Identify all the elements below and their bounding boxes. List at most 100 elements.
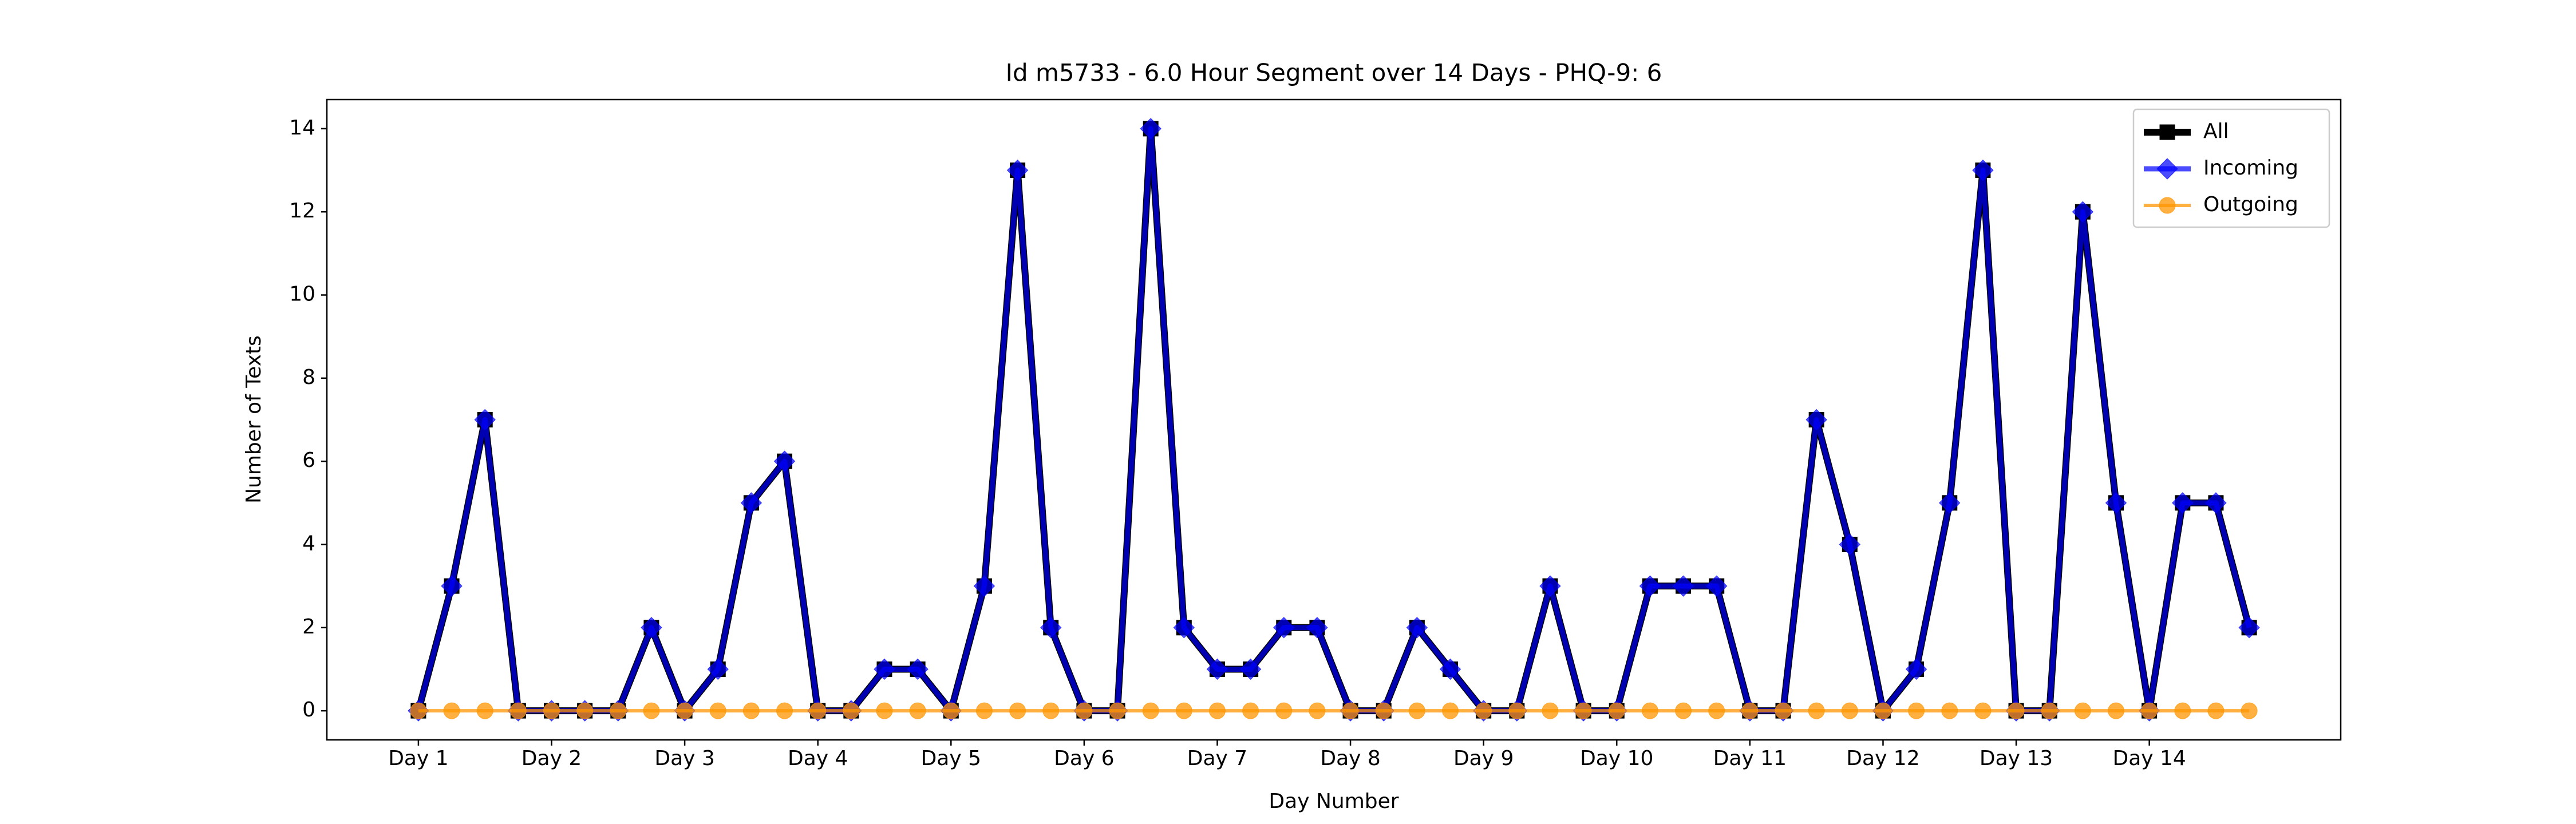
chart-title: Id m5733 - 6.0 Hour Segment over 14 Days…: [1006, 59, 1662, 87]
data-point: [576, 702, 594, 719]
data-point: [973, 575, 995, 597]
x-tick-label: Day 11: [1713, 747, 1787, 770]
data-point: [1009, 702, 1026, 719]
data-point: [1805, 409, 1827, 431]
data-point: [773, 450, 796, 472]
data-point: [2072, 201, 2094, 223]
data-point: [740, 492, 762, 514]
data-point: [509, 702, 527, 719]
data-point: [1708, 702, 1725, 719]
data-point: [1939, 492, 1961, 514]
data-point: [474, 409, 496, 431]
data-point: [1706, 575, 1728, 597]
data-point: [641, 617, 662, 639]
data-point: [1439, 658, 1461, 680]
data-point: [443, 702, 460, 719]
data-point: [1775, 702, 1792, 719]
data-point: [643, 702, 660, 719]
data-point: [1741, 702, 1759, 719]
data-point: [742, 702, 760, 719]
y-tick-label: 4: [302, 532, 315, 555]
x-tick-label: Day 5: [921, 747, 981, 770]
y-tick-label: 0: [302, 698, 315, 722]
data-point: [776, 702, 793, 719]
data-point: [1972, 159, 1994, 181]
legend-marker: [2156, 158, 2178, 180]
data-point: [476, 702, 493, 719]
data-point: [1275, 702, 1293, 719]
data-point: [843, 702, 860, 719]
data-point: [1140, 118, 1161, 140]
y-tick-label: 12: [289, 199, 315, 223]
data-point: [1508, 702, 1526, 719]
x-tick-label: Day 13: [1980, 747, 2053, 770]
plot-frame: [326, 98, 2342, 741]
data-point: [1808, 702, 1825, 719]
data-point: [610, 702, 627, 719]
data-point: [1641, 702, 1658, 719]
x-tick-label: Day 8: [1320, 747, 1380, 770]
data-point: [874, 658, 895, 680]
data-point: [942, 702, 959, 719]
data-point: [2207, 702, 2225, 719]
data-point: [709, 702, 726, 719]
data-point: [1905, 658, 1927, 680]
data-point: [1342, 702, 1359, 719]
series-line: [416, 126, 2252, 714]
x-tick-label: Day 7: [1187, 747, 1247, 770]
data-point: [1675, 702, 1692, 719]
data-point: [1575, 702, 1592, 719]
x-tick-label: Day 3: [654, 747, 714, 770]
data-point: [1076, 702, 1093, 719]
data-point: [909, 702, 926, 719]
y-tick-label: 10: [289, 283, 315, 306]
x-axis-label: Day Number: [1269, 790, 1398, 813]
legend: All Incoming Outgoing: [2132, 108, 2330, 228]
data-point: [2238, 617, 2260, 639]
data-point: [1941, 702, 1958, 719]
data-point: [1239, 658, 1262, 680]
data-point: [2205, 492, 2227, 514]
data-point: [1839, 533, 1861, 556]
data-point: [543, 702, 560, 719]
data-point: [1406, 617, 1428, 639]
x-tick-label: Day 6: [1054, 747, 1114, 770]
data-point: [2041, 702, 2058, 719]
x-tick-label: Day 12: [1846, 747, 1919, 770]
x-tick-label: Day 1: [388, 747, 448, 770]
data-point: [2107, 702, 2124, 719]
data-point: [2174, 702, 2191, 719]
data-point: [1672, 575, 1694, 597]
data-point: [1639, 575, 1661, 597]
data-point: [1608, 702, 1625, 719]
x-tick-label: Day 10: [1580, 747, 1653, 770]
data-point: [1306, 617, 1328, 639]
x-tick-label: Day 14: [2112, 747, 2186, 770]
y-axis-label: Number of Texts: [242, 335, 266, 504]
data-point: [1874, 702, 1891, 719]
data-point: [2105, 492, 2127, 514]
data-point: [1142, 702, 1159, 719]
legend-box: [2132, 108, 2330, 228]
data-point: [1208, 702, 1226, 719]
legend-marker: [2159, 197, 2176, 214]
data-point: [441, 575, 463, 597]
x-tick-label: Day 4: [788, 747, 848, 770]
data-point: [707, 658, 729, 680]
data-point: [907, 658, 929, 680]
y-tick-label: 14: [289, 116, 315, 140]
y-tick-label: 6: [302, 449, 315, 472]
data-point: [1242, 702, 1259, 719]
data-point: [2008, 702, 2025, 719]
data-point: [1273, 617, 1295, 639]
data-point: [2141, 702, 2158, 719]
data-point: [1175, 702, 1192, 719]
legend-label: All: [2203, 120, 2229, 143]
legend-label: Outgoing: [2203, 193, 2298, 216]
data-point: [1042, 702, 1060, 719]
data-point: [676, 702, 693, 719]
data-point: [1539, 575, 1561, 597]
x-tick-label: Day 2: [521, 747, 582, 770]
data-point: [1475, 702, 1492, 719]
